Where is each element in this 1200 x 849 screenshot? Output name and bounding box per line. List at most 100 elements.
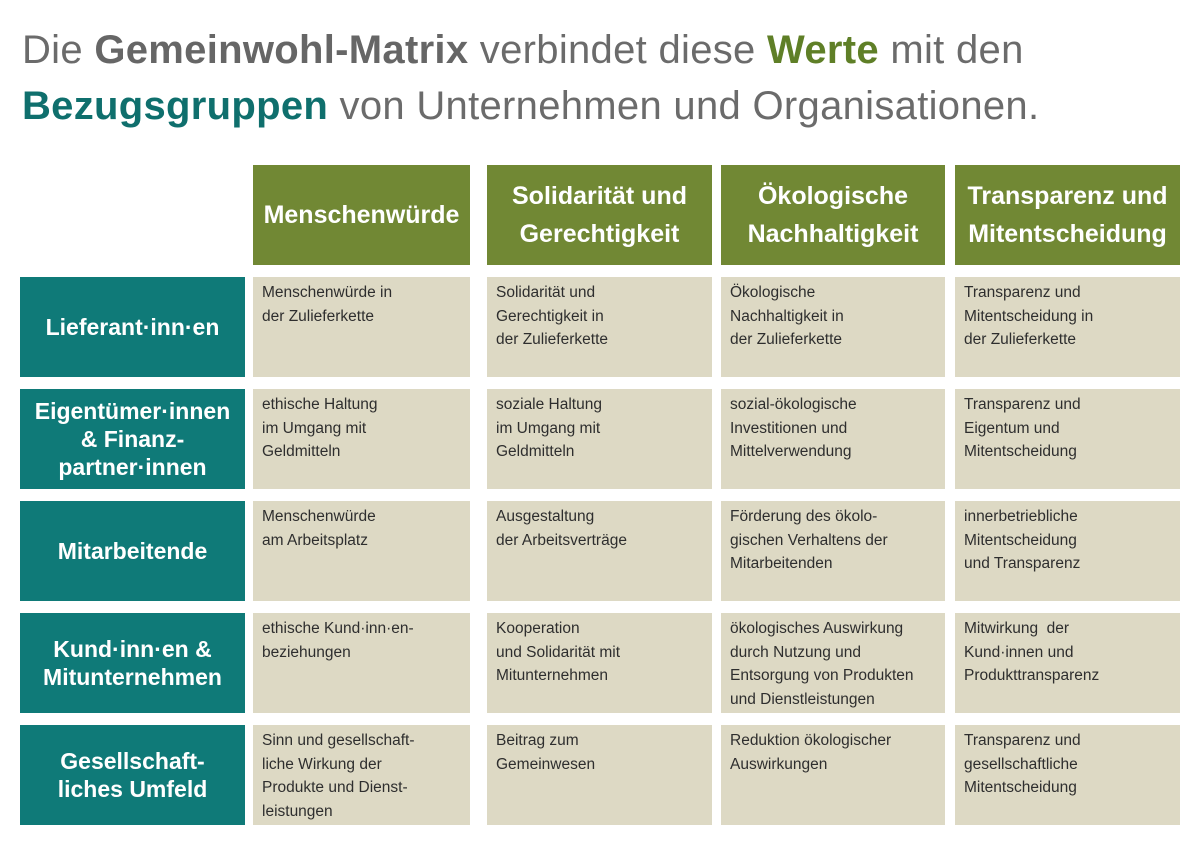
- text-line: Geldmitteln: [496, 443, 575, 460]
- matrix-cell: Ausgestaltung der Arbeitsverträge: [487, 501, 712, 601]
- matrix-cell: innerbetriebliche Mitentscheidung und Tran…: [955, 501, 1180, 601]
- text-line: Sinn und gesellschaft-: [262, 732, 415, 749]
- matrix-cell: Menschenwürde am Arbeitsplatz: [253, 501, 470, 601]
- text-line: gischen Verhaltens der: [730, 531, 888, 549]
- text-line: Transparenz und: [964, 732, 1081, 749]
- text-line: und Transparenz: [964, 555, 1081, 572]
- matrix-cell: Kooperation und Solidarität mit Mitunterne…: [487, 613, 712, 713]
- matrix-cell: Ökologische Nachhaltigkeit in der Zuliefer…: [721, 277, 945, 377]
- text-line: Eigentum und: [964, 419, 1060, 437]
- text-line: Produkttransparenz: [964, 667, 1100, 684]
- text-line: soziale Haltung: [496, 396, 602, 413]
- text-line: Reduktion ökologischer: [730, 732, 892, 749]
- text-line: Eigentümer·innen: [34, 398, 231, 424]
- row-header: Eigentümer·innen & Finanz-partner·innen: [20, 389, 245, 489]
- text-line: und Solidarität mit: [496, 643, 621, 661]
- text-line: Nachhaltigkeit in: [730, 307, 844, 325]
- matrix-cell: Sinn und gesellschaft-liche Wirkung der P…: [253, 725, 470, 825]
- text-line: der Zulieferkette: [262, 307, 374, 325]
- matrix-cell: Solidarität und Gerechtigkeit in der Zulie…: [487, 277, 712, 377]
- text-line: der Zulieferkette: [964, 331, 1076, 348]
- text-line: leistungen: [262, 802, 333, 820]
- title-line: Die Gemeinwohl-Matrix verbindet diese We…: [22, 28, 1024, 73]
- text-line: Ökologische: [757, 182, 909, 210]
- text-line: Kund·inn·en &: [53, 636, 212, 662]
- matrix-cell: soziale Haltung im Umgang mit Geldmitteln: [487, 389, 712, 489]
- text-line: Gerechtigkeit: [519, 220, 680, 248]
- text-line: ethische Haltung: [262, 396, 378, 413]
- row-header: Gesellschaft-liches Umfeld: [20, 725, 245, 825]
- matrix-cell: ethische Haltung im Umgang mit Geldmitteln: [253, 389, 470, 489]
- row-header: Lieferant·inn·en: [20, 277, 245, 377]
- text-line: ökologisches Auswirkung: [730, 620, 904, 637]
- text-line: der Zulieferkette: [496, 331, 608, 348]
- matrix-cell: Transparenz und Eigentum und Mitentscheidu…: [955, 389, 1180, 489]
- text-line: Gerechtigkeit in: [496, 307, 604, 325]
- text-line: beziehungen: [262, 643, 351, 661]
- title-part: verbindet diese: [468, 28, 768, 72]
- text-line: im Umgang mit: [496, 419, 601, 437]
- column-header: Solidarität und Gerechtigkeit: [487, 165, 712, 265]
- text-line: Mitunternehmen: [43, 664, 222, 690]
- text-line: liches Umfeld: [57, 776, 208, 802]
- text-line: der Zulieferkette: [730, 331, 842, 348]
- text-line: Mitwirkung der: [964, 620, 1070, 637]
- text-line: im Umgang mit: [262, 419, 367, 437]
- title-part: Gemeinwohl-Matrix: [94, 28, 469, 72]
- text-line: Lieferant·inn·en: [45, 314, 220, 340]
- text-line: & Finanz-: [80, 426, 185, 452]
- text-line: gesellschaftliche: [964, 755, 1078, 773]
- text-line: Entsorgung von Produkten: [730, 667, 914, 684]
- text-line: Ökologische: [730, 284, 816, 301]
- matrix-cell: Mitwirkung der Kund·innen und Produkttrans…: [955, 613, 1180, 713]
- matrix-cell: sozial-ökologische Investitionen und Mitte…: [721, 389, 945, 489]
- matrix-cell: ökologisches Auswirkung durch Nutzung und…: [721, 613, 945, 713]
- text-line: Gemeinwesen: [496, 755, 596, 773]
- matrix-cell: Förderung des ökolo-gischen Verhaltens d…: [721, 501, 945, 601]
- text-line: Produkte und Dienst-: [262, 779, 408, 796]
- row-header: Kund·inn·en & Mitunternehmen: [20, 613, 245, 713]
- column-header: Menschenwürde: [253, 165, 470, 265]
- text-line: Mitentscheidung in: [964, 307, 1094, 325]
- title-part: Die: [22, 28, 95, 72]
- matrix-cell: Reduktion ökologischer Auswirkungen: [721, 725, 945, 825]
- text-line: Mitentscheidung: [964, 443, 1077, 460]
- title-part: mit den: [878, 28, 1024, 72]
- matrix-cell: Menschenwürde in der Zulieferkette: [253, 277, 470, 377]
- text-line: Solidarität und: [512, 182, 687, 210]
- text-line: Beitrag zum: [496, 732, 579, 749]
- text-line: Kooperation: [496, 620, 580, 637]
- title-part: Bezugsgruppen: [22, 84, 329, 128]
- text-line: Mitentscheidung: [968, 220, 1167, 248]
- text-line: Transparenz und: [967, 182, 1168, 210]
- text-line: ethische Kund·inn·en-: [262, 620, 414, 637]
- text-line: Mitentscheidung: [964, 531, 1077, 549]
- text-line: Ausgestaltung: [496, 508, 595, 525]
- title-line: Bezugsgruppen von Unternehmen und Organi…: [22, 84, 1039, 129]
- text-line: Geldmitteln: [262, 443, 341, 460]
- text-line: Solidarität und: [496, 284, 596, 301]
- text-line: Menschenwürde: [263, 201, 460, 229]
- column-header: Ökologische Nachhaltigkeit: [721, 165, 945, 265]
- text-line: Kund·innen und: [964, 643, 1074, 661]
- text-line: Nachhaltigkeit: [747, 220, 919, 248]
- text-line: der Arbeitsverträge: [496, 531, 627, 549]
- matrix-cell: Transparenz und Mitentscheidung in der Zul…: [955, 277, 1180, 377]
- text-line: Transparenz und: [964, 284, 1081, 301]
- text-line: liche Wirkung der: [262, 755, 382, 773]
- matrix-cell: Transparenz und gesellschaftliche Mitentsc…: [955, 725, 1180, 825]
- text-line: Gesellschaft-: [60, 748, 205, 774]
- text-line: am Arbeitsplatz: [262, 531, 368, 549]
- text-line: Mitarbeitende: [57, 538, 208, 564]
- matrix-cell: Beitrag zum Gemeinwesen: [487, 725, 712, 825]
- text-line: Menschenwürde: [262, 508, 376, 525]
- title-part: von Unternehmen und Organisationen.: [328, 84, 1040, 128]
- text-line: Auswirkungen: [730, 755, 828, 773]
- matrix-cell: ethische Kund·inn·en-beziehungen: [253, 613, 470, 713]
- title-part: Werte: [767, 28, 879, 72]
- text-line: Menschenwürde in: [262, 284, 393, 301]
- text-line: partner·innen: [58, 454, 207, 480]
- text-line: Mitentscheidung: [964, 779, 1077, 796]
- text-line: Förderung des ökolo-: [730, 508, 878, 525]
